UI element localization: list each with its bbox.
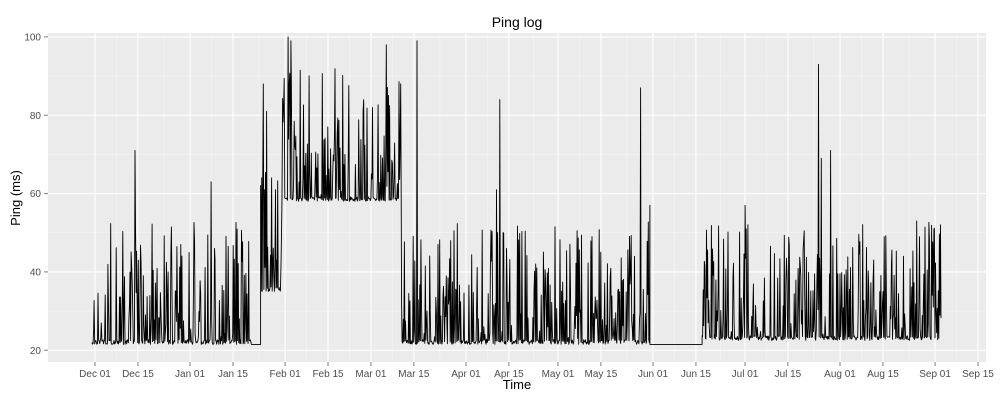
y-tick-label: 40 — [30, 267, 42, 278]
chart-title: Ping log — [492, 14, 543, 30]
x-axis-title: Time — [503, 377, 531, 392]
x-tick-label: Feb 15 — [312, 369, 344, 380]
ping-series-line — [91, 36, 942, 345]
x-tick-label: Jul 01 — [732, 369, 759, 380]
x-tick-label: Jan 15 — [218, 369, 248, 380]
x-tick-label: Apr 15 — [494, 369, 524, 380]
x-axis: Dec 01 Dec 15 Jan 01 Jan 15 Feb 01 Feb 15 Mar … — [79, 362, 994, 380]
x-tick-label: Jul 15 — [775, 369, 802, 380]
y-axis: 20 40 60 80 100 — [24, 32, 48, 357]
x-tick-label: May 15 — [584, 369, 617, 380]
x-tick-label: Dec 01 — [79, 369, 111, 380]
x-tick-label: Sep 01 — [919, 369, 951, 380]
x-tick-label: Mar 15 — [398, 369, 430, 380]
x-tick-label: Feb 01 — [270, 369, 302, 380]
x-tick-label: Sep 15 — [962, 369, 994, 380]
x-tick-label: May 01 — [542, 369, 575, 380]
x-tick-label: Apr 01 — [451, 369, 481, 380]
x-tick-label: Jun 01 — [638, 369, 668, 380]
x-tick-label: Jun 15 — [681, 369, 711, 380]
y-tick-label: 100 — [24, 32, 41, 43]
y-axis-title: Ping (ms) — [8, 170, 23, 226]
y-tick-label: 80 — [30, 111, 42, 122]
x-tick-label: Jan 01 — [175, 369, 205, 380]
y-tick-label: 60 — [30, 189, 42, 200]
x-tick-label: Dec 15 — [122, 369, 154, 380]
x-tick-label: Aug 01 — [824, 369, 856, 380]
x-tick-label: Mar 01 — [355, 369, 387, 380]
x-tick-label: Aug 15 — [867, 369, 899, 380]
y-tick-label: 20 — [30, 346, 42, 357]
